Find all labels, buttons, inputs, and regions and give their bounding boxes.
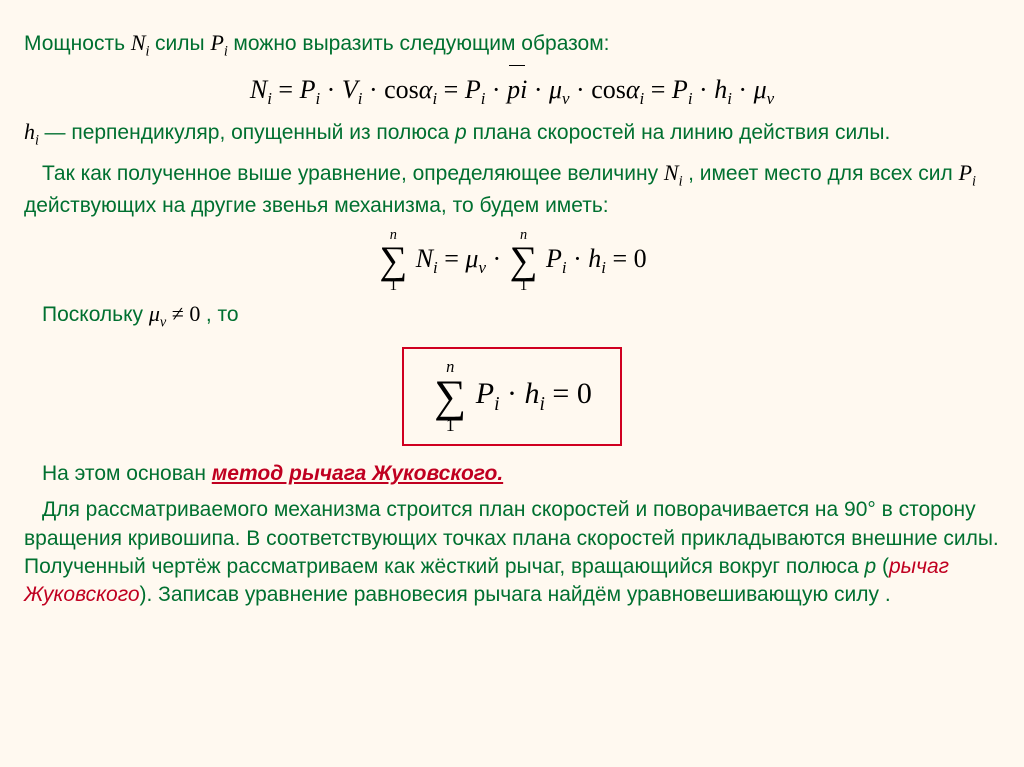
symbol-p-italic: р (864, 555, 876, 578)
symbol-p-italic: р (455, 121, 467, 144)
since-line: Поскольку μv ≠ 0 , то (24, 299, 1000, 333)
intro-line: Мощность Ni силы Pi можно выразить следу… (24, 28, 1000, 62)
text: действующих на другие звенья механизма, … (24, 194, 609, 217)
symbol-N: Ni (664, 160, 688, 185)
description-line: Для рассматриваемого механизма строится … (24, 496, 1000, 609)
text: Так как полученное выше уравнение, опред… (42, 162, 664, 185)
symbol-mu: μv ≠ 0 (149, 301, 206, 326)
symbol-P: Pi (210, 30, 233, 55)
method-line: На этом основан метод рычага Жуковского. (24, 460, 1000, 488)
symbol-N: Ni (131, 30, 155, 55)
text: силы (155, 32, 210, 55)
text: На этом основан (42, 462, 212, 485)
text: Для рассматриваемого механизма строится … (24, 498, 999, 578)
text: , имеет место для всех сил (688, 162, 958, 185)
symbol-h: hi (24, 119, 44, 144)
text: ). Записав уравнение равновесия рычага н… (140, 583, 891, 606)
equation-boxed: n ∑ 1 Pi · hi = 0 (24, 341, 1000, 446)
definition-h: hi — перпендикуляр, опущенный из полюса … (24, 117, 1000, 151)
slide-page: Мощность Ni силы Pi можно выразить следу… (0, 0, 1024, 767)
text: Мощность (24, 32, 131, 55)
text: плана скоростей на линию действия силы. (467, 121, 891, 144)
method-name: метод рычага Жуковского. (212, 462, 503, 485)
text: Поскольку (42, 303, 149, 326)
text: , то (206, 303, 239, 326)
text: ( (876, 555, 889, 578)
text: — перпендикуляр, опущенный из полюса (44, 121, 455, 144)
equation-power: Ni = Pi · Vi · cosαi = Pi · pi · μv · co… (24, 70, 1000, 111)
equation-sum: n ∑ 1 Ni = μv · n ∑ 1 Pi · hi = 0 (24, 228, 1000, 293)
generalization-line: Так как полученное выше уравнение, опред… (24, 158, 1000, 220)
text: можно выразить следующим образом: (233, 32, 609, 55)
symbol-P: Pi (959, 160, 976, 185)
